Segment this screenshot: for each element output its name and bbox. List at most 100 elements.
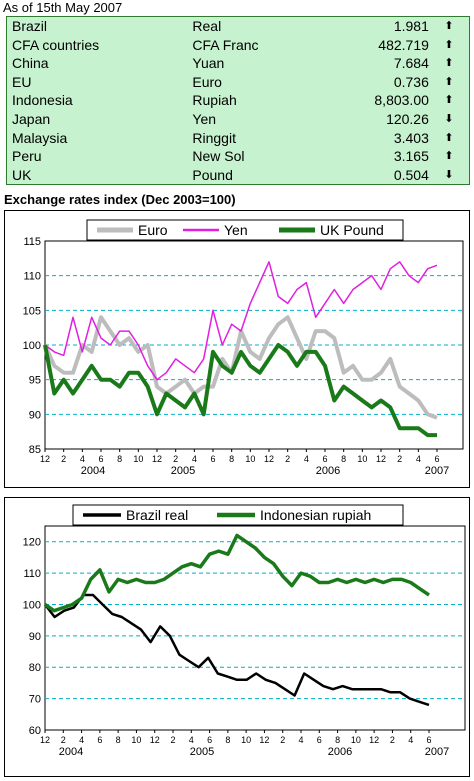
y-tick-label: 100 [23,599,41,611]
y-tick-label: 60 [29,725,41,737]
arrow-up-icon: ⬆ [444,94,454,107]
section-title: Exchange rates index (Dec 2003=100) [4,192,236,207]
legend-label: Indonesian rupiah [260,507,371,523]
country-cell: CFA countries [12,36,100,53]
legend-label: UK Pound [320,222,384,238]
x-tick-label: 4 [192,454,197,464]
country-cell: Malaysia [12,129,68,146]
x-tick-label: 10 [131,735,141,745]
x-tick-label: 6 [207,735,212,745]
x-tick-label: 8 [341,454,346,464]
y-tick-label: 95 [29,375,41,387]
x-tick-label: 6 [98,454,103,464]
y-tick-label: 110 [23,568,41,580]
legend-box [86,219,404,241]
rate-value-cell: 3.165 [393,148,429,165]
x-tick-label: 12 [40,735,50,745]
year-label: 2005 [171,465,195,477]
as-of-date: As of 15th May 2007 [3,0,123,15]
x-tick-label: 4 [79,735,84,745]
country-cell: Indonesia [12,92,73,109]
x-tick-label: 8 [117,454,122,464]
x-tick-label: 12 [376,454,386,464]
currency-cell: Real [192,18,222,35]
year-label: 2007 [425,746,449,758]
year-label: 2006 [316,465,340,477]
arrow-down-icon: ⬇ [444,113,454,125]
currency-cell: Ringgit [192,129,236,146]
arrow-up-icon: ⬆ [444,38,454,51]
y-tick-label: 80 [29,662,41,674]
x-tick-label: 12 [150,735,160,745]
x-tick-label: 6 [97,735,102,745]
y-tick-label: 90 [29,409,41,421]
rate-value-cell: 0.736 [393,73,429,90]
table-row: Indonesia Rupiah 8,803.00 ⬆ [7,91,470,110]
y-tick-label: 70 [29,694,41,706]
year-label: 2007 [425,465,449,477]
currency-cell: Yuan [192,55,225,72]
arrow-up-icon: ⬆ [444,75,454,88]
x-tick-label: 4 [408,735,413,745]
y-tick-label: 85 [29,444,41,456]
legend-label: Brazil real [126,507,188,523]
currency-cell: Rupiah [192,92,237,109]
y-tick-label: 100 [23,340,41,352]
x-tick-label: 10 [245,454,255,464]
legend-label: Euro [138,222,168,238]
series-line-2 [43,343,437,438]
year-label: 2004 [81,465,105,477]
rate-value-cell: 0.504 [393,166,429,183]
currency-cell: CFA Franc [192,36,259,53]
x-tick-label: 10 [241,735,251,745]
plot-area [44,525,466,731]
x-tick-label: 6 [210,454,215,464]
rate-value-cell: 7.684 [393,55,429,72]
x-tick-label: 2 [285,454,290,464]
x-tick-label: 8 [116,735,121,745]
country-cell: UK [12,166,32,183]
arrow-up-icon: ⬆ [444,20,454,33]
table-row: Peru New Sol 3.165 ⬆ [7,147,470,166]
x-tick-label: 8 [335,735,340,745]
x-tick-label: 6 [317,735,322,745]
arrow-up-icon: ⬆ [444,131,454,144]
currency-cell: Pound [192,166,233,183]
currency-cell: Euro [192,73,222,90]
series-line-0 [44,593,430,707]
exchange-rates-table: Brazil Real 1.981 ⬆ CFA countries CFA Franc 48… [6,16,470,185]
x-tick-label: 12 [369,735,379,745]
x-tick-label: 6 [434,454,439,464]
exchange-rate-chart-1: 85 90 95 100 105 110 115 12 2 4 6 8 10 12 2 4 6 8 10 12 2 4 6 8… [23,219,464,477]
table-row: China Yuan 7.684 ⬆ [7,54,470,73]
arrow-up-icon: ⬆ [444,150,454,163]
year-label: 2005 [190,746,214,758]
x-tick-label: 10 [133,454,143,464]
x-tick-label: 12 [264,454,274,464]
year-label: 2004 [59,746,83,758]
rate-value-cell: 482.719 [378,36,429,53]
country-cell: EU [12,73,32,90]
table-row: Japan Yen 120.26 ⬇ [7,110,470,129]
x-tick-label: 12 [259,735,269,745]
x-tick-label: 2 [170,735,175,745]
rate-value-cell: 3.403 [393,129,429,146]
country-cell: Peru [12,148,42,165]
x-tick-label: 12 [152,454,162,464]
x-tick-label: 2 [390,735,395,745]
x-tick-label: 4 [416,454,421,464]
x-tick-label: 4 [304,454,309,464]
country-cell: Japan [12,111,51,127]
x-tick-label: 4 [80,454,85,464]
currency-cell: New Sol [192,148,245,165]
rate-value-cell: 1.981 [393,18,429,35]
table-row: CFA countries CFA Franc 482.719 ⬆ [7,36,470,55]
rate-value-cell: 120.26 [386,111,429,127]
x-tick-label: 2 [61,454,66,464]
x-tick-label: 2 [397,454,402,464]
table-row: UK Pound 0.504 ⬇ [7,165,470,184]
rate-value-cell: 8,803.00 [374,92,429,109]
legend-label: Yen [224,222,248,238]
currency-cell: Yen [192,111,217,127]
